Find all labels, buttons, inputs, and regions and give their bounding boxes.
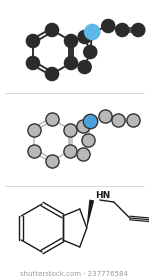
Point	[70, 61, 72, 65]
Point	[87, 138, 89, 142]
Point	[82, 152, 84, 157]
Point	[51, 159, 53, 163]
Point	[89, 119, 91, 123]
Point	[33, 148, 35, 153]
Point	[33, 127, 35, 132]
Point	[51, 28, 53, 32]
Polygon shape	[86, 200, 94, 228]
Point	[70, 39, 72, 43]
Point	[51, 72, 53, 76]
Point	[137, 28, 139, 32]
Point	[117, 118, 119, 122]
Point	[32, 61, 34, 65]
Point	[69, 148, 71, 153]
Point	[91, 30, 93, 34]
Point	[69, 127, 71, 132]
Text: HN: HN	[95, 192, 110, 200]
Text: shutterstock.com · 237776584: shutterstock.com · 237776584	[20, 271, 128, 277]
Point	[51, 117, 53, 121]
Point	[89, 50, 91, 54]
Point	[32, 39, 34, 43]
Point	[132, 118, 134, 122]
Point	[107, 24, 110, 28]
Point	[121, 28, 123, 32]
Point	[83, 35, 86, 39]
Point	[82, 123, 84, 128]
Point	[104, 114, 106, 118]
Point	[83, 65, 86, 69]
